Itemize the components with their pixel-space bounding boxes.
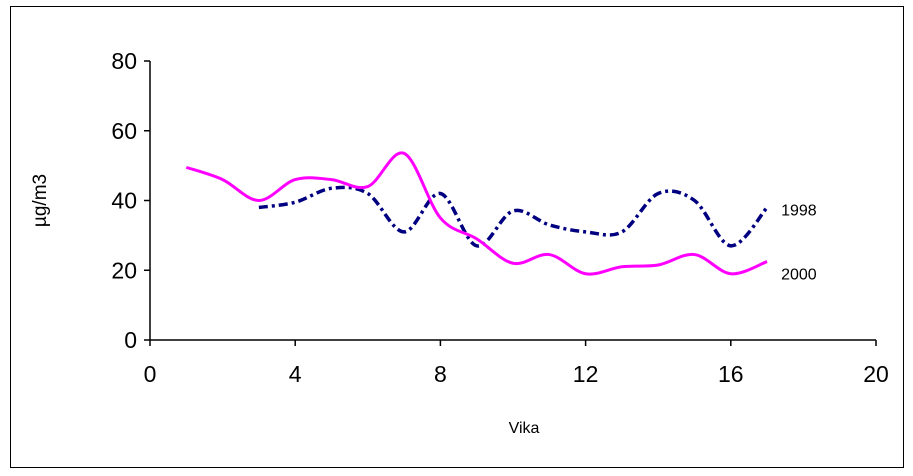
y-tick-label: 80 (111, 48, 137, 74)
y-axis-title: µg/m3 (30, 174, 51, 227)
x-tick-label: 20 (863, 361, 889, 387)
x-axis-title: Vika (509, 420, 540, 437)
series-line-2000 (185, 151, 768, 276)
x-tick-label: 8 (434, 361, 447, 387)
series-group: 1998 2000 (185, 151, 817, 284)
series-line-1998 (258, 185, 769, 248)
x-tick-label: 0 (144, 361, 157, 387)
y-ticks: 0 20 40 60 80 (111, 48, 150, 353)
chart-frame (10, 6, 904, 468)
x-ticks: 0 4 8 12 16 20 (144, 340, 889, 387)
y-tick-label: 60 (111, 118, 137, 144)
series-label-1998: 1998 (781, 202, 817, 219)
x-tick-label: 4 (289, 361, 302, 387)
series-label-2000: 2000 (781, 267, 817, 284)
x-tick-label: 16 (718, 361, 744, 387)
y-tick-label: 20 (111, 257, 137, 283)
x-tick-label: 12 (573, 361, 599, 387)
y-tick-label: 40 (111, 188, 137, 214)
y-tick-label: 0 (124, 327, 137, 353)
